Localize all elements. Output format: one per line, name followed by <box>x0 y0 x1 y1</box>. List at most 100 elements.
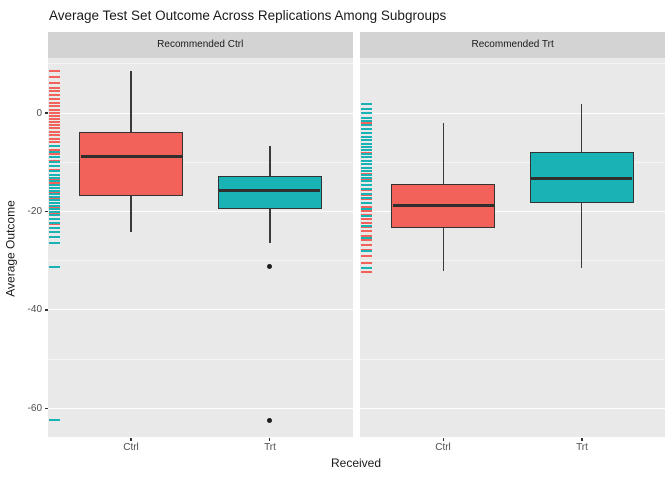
facet-strip-label: Recommended Ctrl <box>157 39 244 51</box>
x-tick-mark <box>442 437 445 441</box>
rug-mark-ctrl <box>48 97 60 100</box>
rug-mark-trt <box>361 156 372 159</box>
rug-mark-trt <box>361 208 372 211</box>
rug-mark-trt <box>48 419 60 422</box>
rug-mark-trt <box>361 128 372 131</box>
rug-mark-trt <box>48 201 60 204</box>
x-tick-label: Trt <box>576 442 588 453</box>
rug-mark-trt <box>361 124 372 127</box>
gridline-minor <box>47 358 353 360</box>
gridline-major <box>360 112 666 114</box>
rug-mark-trt <box>48 144 60 147</box>
gridline-major <box>47 407 353 409</box>
rug-mark-trt <box>48 231 60 234</box>
rug-mark-ctrl <box>48 111 60 114</box>
facet-strip-label: Recommended Trt <box>471 39 554 51</box>
gridline-minor <box>360 63 666 65</box>
median-line <box>531 176 633 180</box>
rug-mark-trt <box>361 266 372 269</box>
gridline-minor <box>47 161 353 163</box>
rug-mark-ctrl <box>361 221 372 224</box>
gridline-major <box>360 309 666 311</box>
rug-mark-trt <box>361 197 372 200</box>
rug-mark-trt <box>361 202 372 205</box>
rug-mark-trt <box>361 184 372 187</box>
gridline-major <box>47 309 353 311</box>
whisker-upper <box>580 104 583 152</box>
facet-panel-recommended-ctrl <box>47 58 353 438</box>
rug-mark-trt <box>48 169 60 172</box>
rug-mark-trt <box>48 241 60 244</box>
rug-mark-trt <box>361 135 372 138</box>
rug-mark-ctrl <box>361 121 372 124</box>
rug-mark-ctrl <box>361 270 372 273</box>
rug-mark-trt <box>361 215 372 218</box>
gridline-major <box>360 407 666 409</box>
y-tick-mark <box>44 309 48 311</box>
rug-mark-ctrl <box>361 243 372 246</box>
rug-mark-ctrl <box>48 69 60 72</box>
rug-mark-trt <box>361 180 372 183</box>
x-axis-title: Received <box>330 456 382 470</box>
gridline-major <box>47 112 353 114</box>
rug-mark-trt <box>48 207 60 210</box>
rug-mark-ctrl <box>48 182 60 185</box>
rug-mark-ctrl <box>48 94 60 97</box>
rug-mark-trt <box>361 163 372 166</box>
rug-mark-trt <box>361 152 372 155</box>
boxplot-box-trt <box>217 175 322 210</box>
gridline-minor <box>47 260 353 262</box>
rug-mark-ctrl <box>361 217 372 220</box>
rug-mark-trt <box>48 165 60 168</box>
rug-mark-trt <box>361 192 372 195</box>
rug-mark-ctrl <box>361 255 372 258</box>
rug-mark-trt <box>48 222 60 225</box>
rug-mark-ctrl <box>48 137 60 140</box>
whisker-lower <box>130 196 132 232</box>
chart-title: Average Test Set Outcome Across Replicat… <box>49 8 447 23</box>
y-tick-mark <box>44 210 48 213</box>
rug-mark-trt <box>361 177 372 180</box>
rug-mark-trt <box>361 249 372 252</box>
median-line <box>392 203 494 207</box>
rug-mark-trt <box>361 188 372 191</box>
whisker-lower <box>580 203 583 268</box>
rug-mark-trt <box>48 265 60 268</box>
rug-mark-trt <box>48 195 60 198</box>
gridline-major <box>47 210 353 212</box>
rug-mark-ctrl <box>48 141 60 144</box>
rug-mark-trt <box>361 120 372 123</box>
rug-mark-ctrl <box>361 261 372 264</box>
rug-mark-trt <box>48 189 60 192</box>
rug-mark-trt <box>48 160 60 163</box>
rug-mark-ctrl <box>48 130 60 133</box>
rug-mark-trt <box>48 180 60 183</box>
rug-mark-trt <box>361 142 372 145</box>
rug-mark-trt <box>361 225 372 228</box>
whisker-upper <box>130 70 132 132</box>
rug-mark-trt <box>48 236 60 239</box>
rug-mark-trt <box>361 173 372 176</box>
rug-mark-ctrl <box>361 213 372 216</box>
rug-mark-trt <box>361 146 372 149</box>
rug-mark-ctrl <box>361 234 372 237</box>
rug-mark-trt <box>361 149 372 152</box>
rug-mark-ctrl <box>48 212 60 215</box>
y-axis-title: Average Outcome <box>3 200 18 297</box>
rug-mark-trt <box>48 150 60 153</box>
x-tick-mark <box>130 437 132 441</box>
rug-mark-trt <box>48 218 60 221</box>
rug-mark-ctrl <box>48 105 60 108</box>
rug-mark-trt <box>48 214 60 217</box>
x-tick-mark <box>581 437 583 441</box>
facet-strip-recommended-ctrl: Recommended Ctrl <box>47 31 353 58</box>
rug-mark-ctrl <box>48 90 60 93</box>
rug-mark-trt <box>48 155 60 158</box>
rug-mark-trt <box>361 112 372 115</box>
rug-mark-ctrl <box>48 127 60 130</box>
gridline-minor <box>360 161 666 163</box>
rug-mark-trt <box>361 132 372 135</box>
y-tick-mark <box>44 407 48 409</box>
rug-mark-trt <box>361 170 372 173</box>
rug-mark-trt <box>361 116 372 119</box>
